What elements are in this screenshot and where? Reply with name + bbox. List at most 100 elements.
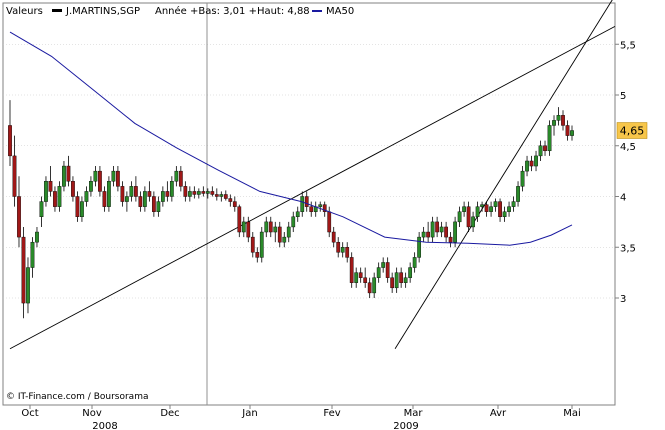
candle-down [71, 181, 75, 197]
x-tick-label: Mar [404, 408, 424, 419]
candle-down [363, 277, 368, 283]
candle-down [367, 282, 372, 294]
candle-up [340, 247, 345, 253]
candle-up [291, 216, 296, 228]
candle-up [430, 221, 435, 238]
candle-down [561, 115, 565, 126]
candle-up [394, 272, 399, 289]
candle-down [336, 241, 341, 253]
candle-up [129, 186, 134, 197]
candle-down [66, 165, 71, 182]
candle-up [534, 155, 538, 167]
candle-down [116, 170, 120, 187]
x-tick-label: Fev [323, 408, 340, 419]
candle-up [160, 191, 165, 202]
x-axis: Oct Nov Dec Jan Fev Mar Avr Mai 2008 2009 [21, 405, 581, 430]
candle-up [264, 221, 269, 233]
candle-up [403, 277, 408, 283]
candle-up [421, 231, 426, 238]
candle-down [17, 196, 21, 238]
candle-up [300, 196, 305, 212]
candle-down [484, 204, 489, 212]
x-year-label: 2008 [92, 421, 117, 430]
candle-down [48, 181, 53, 192]
legend: Valeurs J.MARTINS,SGP Année +Bas: 3,01 +… [6, 5, 354, 17]
candle-down [214, 194, 219, 197]
candle-up [570, 130, 574, 136]
candle-up [457, 211, 462, 223]
candle-up [93, 170, 98, 182]
y-tick-label: 5,5 [620, 40, 636, 51]
x-tick-label: Dec [160, 408, 179, 419]
candle-down [134, 186, 138, 197]
candle-up [493, 201, 498, 207]
candle-down [165, 191, 170, 197]
candle-down [268, 221, 273, 233]
candle-up [282, 236, 287, 243]
candle-down [255, 252, 260, 258]
candle-down [237, 206, 242, 233]
candle-down [444, 226, 448, 238]
legend-ticker-swatch [52, 9, 62, 12]
candle-down [53, 191, 57, 207]
candle-down [565, 125, 570, 136]
candle-up [408, 267, 413, 278]
candle-up [489, 206, 493, 212]
candle-down [21, 236, 26, 304]
ma50-line [9, 31, 573, 246]
candle-up [372, 277, 377, 294]
x-year-label: 2009 [393, 421, 418, 430]
last-price-badge-bg [616, 122, 648, 139]
candle-down [327, 211, 332, 233]
candle-down [75, 196, 80, 217]
candle-down [498, 201, 502, 217]
candle-down [232, 201, 237, 207]
candle-up [354, 272, 359, 283]
trend-line [9, 26, 616, 350]
candle-down [345, 247, 350, 258]
x-tick-label: Nov [82, 408, 102, 419]
candle-down [228, 198, 233, 202]
candle-up [35, 231, 39, 243]
gridlines [3, 43, 615, 299]
candle-up [219, 194, 224, 197]
candle-down [210, 191, 215, 195]
plot-frame [2, 2, 616, 406]
candle-down [466, 206, 471, 228]
candle-up [111, 170, 116, 182]
candle-down [138, 196, 143, 207]
candle-down [399, 272, 404, 283]
candle-down [390, 277, 395, 289]
y-tick-label: 3 [620, 294, 626, 305]
candle-up [80, 201, 84, 217]
candle-down [322, 204, 327, 212]
y-tick-label: 4 [620, 193, 626, 204]
candles [8, 100, 574, 319]
candle-up [502, 211, 507, 218]
candle-down [358, 272, 363, 278]
candle-down [385, 262, 390, 278]
legend-ma-swatch [312, 10, 322, 12]
candle-up [462, 206, 466, 212]
candle-down [543, 145, 547, 152]
candle-up [89, 181, 93, 192]
x-tick-label: Mai [563, 408, 581, 419]
candle-down [98, 170, 102, 192]
candle-down [349, 257, 354, 283]
candle-down [529, 160, 534, 167]
candle-up [318, 204, 323, 207]
candle-down [120, 186, 125, 202]
legend-valeurs: Valeurs [6, 6, 43, 17]
candle-up [552, 120, 556, 126]
candle-down [448, 236, 453, 243]
candle-down [426, 231, 431, 238]
candle-down [102, 191, 107, 207]
candle-up [556, 115, 561, 121]
candle-up [480, 204, 484, 207]
y-tick-label: 4,5 [620, 142, 636, 153]
candle-down [8, 125, 12, 157]
candle-up [507, 206, 511, 212]
candle-up [187, 191, 192, 197]
candle-up [547, 125, 552, 152]
